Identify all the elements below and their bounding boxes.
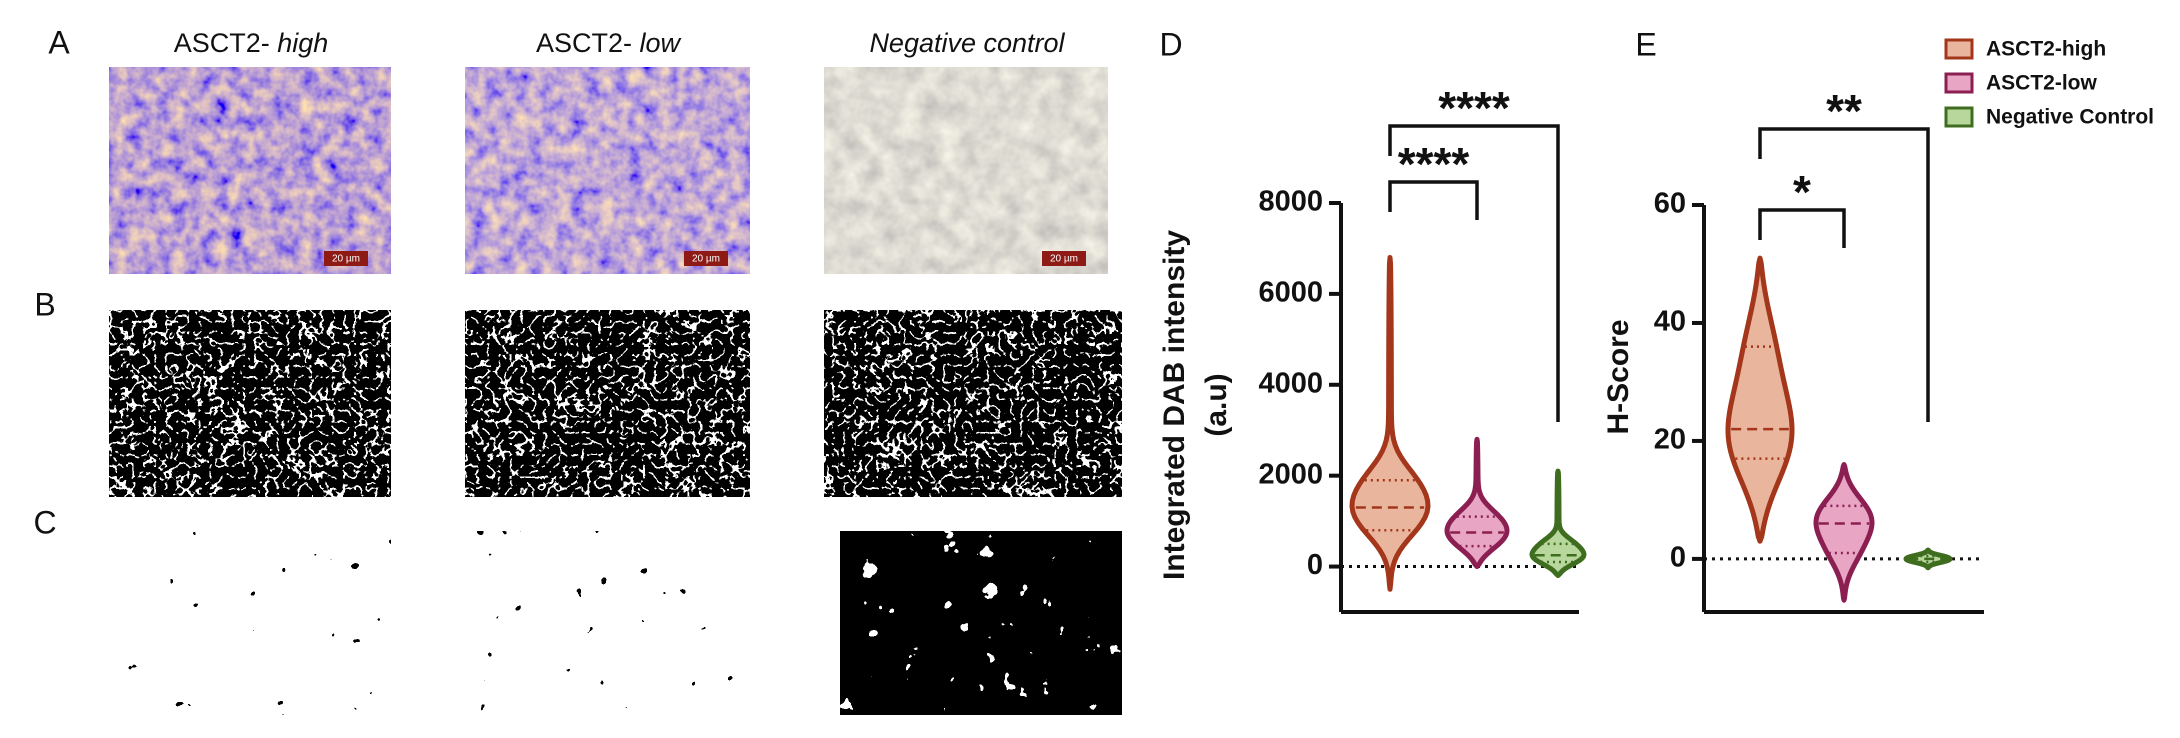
y-tick-label: 0 bbox=[1307, 549, 1323, 581]
scale-bar-label: 20 µm bbox=[692, 254, 720, 265]
micrograph bbox=[465, 67, 750, 274]
violin bbox=[1725, 255, 1795, 544]
significance-bracket bbox=[1388, 180, 1479, 220]
legend-label: ASCT2-low bbox=[1986, 72, 2098, 95]
scale-bar bbox=[1042, 251, 1086, 266]
binary-mask bbox=[109, 310, 391, 497]
violin bbox=[1813, 462, 1875, 603]
legend-swatch bbox=[1944, 38, 1974, 60]
violin bbox=[1529, 468, 1587, 579]
y-tick-label: 0 bbox=[1670, 542, 1686, 574]
title-emphasis: high bbox=[277, 28, 328, 58]
violin bbox=[1349, 255, 1431, 592]
y-axis-label: H-Score bbox=[1602, 319, 1635, 434]
column-title: ASCT2- high bbox=[174, 28, 329, 58]
title-emphasis: low bbox=[640, 28, 682, 58]
scale-bar bbox=[324, 251, 368, 266]
significance-bracket bbox=[1388, 124, 1560, 422]
significance-bracket bbox=[1758, 208, 1846, 248]
column-title: ASCT2- low bbox=[536, 28, 682, 58]
y-tick-label: 2000 bbox=[1258, 458, 1323, 490]
y-tick-label: 20 bbox=[1654, 424, 1686, 456]
nuclei-mask bbox=[475, 531, 750, 715]
binary-mask bbox=[465, 310, 750, 497]
y-tick-label: 8000 bbox=[1258, 186, 1323, 218]
y-axis-label: Integrated DAB intensity bbox=[1158, 230, 1191, 580]
legend-label: ASCT2-high bbox=[1986, 38, 2106, 61]
scale-bar bbox=[684, 251, 728, 266]
y-tick-label: 4000 bbox=[1258, 367, 1323, 399]
panel-letter: A bbox=[48, 24, 70, 60]
panel-letter: E bbox=[1635, 26, 1656, 62]
panel-letter: D bbox=[1159, 26, 1182, 62]
micrograph bbox=[109, 67, 391, 274]
panel-letter: B bbox=[34, 286, 55, 322]
legend-swatch bbox=[1944, 72, 1974, 94]
scale-bar-label: 20 µm bbox=[1050, 254, 1078, 265]
column-title: Negative control bbox=[869, 28, 1065, 58]
title-emphasis: Negative control bbox=[869, 28, 1065, 58]
title-prefix: ASCT2- bbox=[174, 28, 278, 58]
significance-label: **** bbox=[1438, 82, 1510, 134]
significance-label: **** bbox=[1398, 138, 1470, 190]
significance-label: * bbox=[1793, 166, 1811, 218]
y-tick-label: 60 bbox=[1654, 188, 1686, 220]
micrograph bbox=[824, 67, 1108, 274]
image-grid bbox=[109, 67, 1122, 715]
legend-label: Negative Control bbox=[1986, 106, 2154, 129]
nuclei-mask bbox=[120, 531, 391, 715]
legend-swatch bbox=[1944, 106, 1974, 128]
binary-mask bbox=[824, 310, 1122, 497]
significance-label: ** bbox=[1826, 85, 1862, 137]
violin bbox=[1444, 436, 1510, 570]
y-tick-label: 40 bbox=[1654, 306, 1686, 338]
y-tick-label: 6000 bbox=[1258, 277, 1323, 309]
title-prefix: ASCT2- bbox=[536, 28, 640, 58]
panel-letter: C bbox=[33, 504, 56, 540]
significance-bracket bbox=[1758, 127, 1930, 422]
y-axis-label: (a.u) bbox=[1200, 373, 1233, 436]
scale-bar-label: 20 µm bbox=[332, 254, 360, 265]
nuclei-mask bbox=[840, 531, 1122, 715]
